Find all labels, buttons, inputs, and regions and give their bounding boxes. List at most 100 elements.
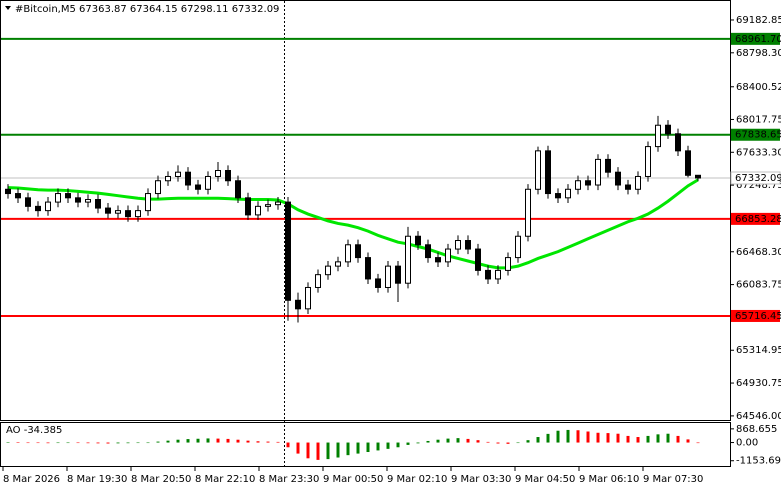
candle-body	[565, 188, 571, 199]
ao-bar	[506, 442, 510, 444]
ao-bar	[436, 439, 440, 443]
candle-body	[85, 199, 91, 203]
candle-body	[545, 150, 551, 195]
x-tick-label: 9 Mar 07:30	[643, 474, 703, 485]
x-tick-label: 8 Mar 20:50	[131, 474, 191, 485]
y-tick-label: 65314.95	[736, 345, 781, 356]
candle-body	[35, 205, 41, 212]
ao-bar	[486, 441, 490, 443]
candle-body	[325, 265, 331, 276]
candle-body	[595, 158, 601, 186]
candle-body	[5, 188, 11, 195]
candle-body	[465, 240, 471, 250]
candle-body	[485, 269, 491, 280]
candle-body	[345, 244, 351, 263]
ao-bar	[116, 442, 120, 444]
level-label: 68961.70	[735, 34, 781, 45]
candle-body	[575, 180, 581, 190]
level-box	[731, 212, 780, 225]
ao-bar	[496, 442, 500, 444]
candle-body	[235, 180, 241, 199]
y-tick-label: 64930.75	[736, 378, 781, 389]
candle-body	[305, 286, 311, 310]
candle-body	[335, 261, 341, 267]
ao-bar	[556, 430, 560, 443]
ao-bar	[406, 442, 410, 445]
x-tick-label: 8 Mar 19:30	[67, 474, 127, 485]
candle-body	[215, 169, 221, 177]
candle-body	[515, 235, 521, 259]
candle-body	[375, 278, 381, 288]
ao-bar	[426, 440, 430, 443]
x-tick-label: 9 Mar 04:50	[515, 474, 575, 485]
candle-body	[315, 274, 321, 288]
x-tick-label: 9 Mar 02:10	[387, 474, 447, 485]
main-pane	[0, 0, 731, 421]
ao-bar	[636, 437, 640, 443]
candle-body	[585, 180, 591, 186]
candle-body	[355, 244, 361, 259]
ao-bar	[516, 442, 520, 444]
ao-bar	[226, 438, 230, 443]
ao-bar	[666, 433, 670, 443]
ao-bar	[626, 435, 630, 443]
ao-bar	[696, 442, 700, 444]
ao-bar	[576, 430, 580, 443]
x-tick-label: 9 Mar 03:30	[451, 474, 511, 485]
candle-body	[195, 184, 201, 190]
ao-bar	[396, 442, 400, 448]
candle-body	[655, 124, 661, 148]
candle-body	[495, 269, 501, 280]
candle-body	[605, 158, 611, 173]
chart-title: #Bitcoin,M5 67363.87 67364.15 67298.11 6…	[15, 4, 279, 15]
y-tick-label: 0.00	[736, 438, 758, 449]
ao-bar	[536, 437, 540, 443]
ao-bar	[656, 434, 660, 443]
y-tick-label: 68017.75	[736, 114, 781, 125]
candle-body	[365, 257, 371, 280]
ao-bar	[206, 438, 210, 443]
ao-bar	[376, 442, 380, 451]
ao-bar	[106, 442, 110, 444]
candle-body	[385, 265, 391, 288]
y-tick-label: 66468.30	[736, 247, 781, 258]
menu-icon	[5, 6, 11, 10]
candle-body	[505, 257, 511, 271]
candle-body	[665, 124, 671, 135]
ao-bar	[176, 439, 180, 443]
ao-bar	[6, 442, 10, 443]
candle-body	[695, 174, 701, 179]
candle-body	[105, 207, 111, 214]
x-tick-label: 9 Mar 00:50	[323, 474, 383, 485]
ao-bar	[456, 438, 460, 443]
candle-body	[635, 175, 641, 190]
ao-bar	[356, 442, 360, 454]
candle-body	[65, 193, 71, 199]
last-price-box	[730, 171, 781, 185]
ao-bar	[596, 432, 600, 443]
candle-body	[45, 201, 51, 212]
candle-body	[15, 193, 21, 199]
ao-bar	[586, 431, 590, 443]
candle-body	[625, 184, 631, 190]
ao-bar	[166, 440, 170, 443]
candle-body	[245, 197, 251, 216]
candle-body	[225, 169, 231, 182]
ao-bar	[296, 442, 300, 454]
candle-body	[395, 265, 401, 284]
ao-bar	[96, 442, 100, 444]
y-tick-label: 868.655	[736, 424, 777, 435]
candle-body	[675, 133, 681, 152]
ao-bar	[446, 438, 450, 443]
ao-bar	[156, 441, 160, 443]
candle-body	[425, 244, 431, 259]
ao-bar	[476, 440, 480, 443]
x-tick-label: 9 Mar 06:10	[579, 474, 639, 485]
ao-bar	[466, 438, 470, 443]
level-label: 67838.65	[735, 130, 781, 141]
candle-body	[445, 248, 451, 263]
y-tick-label: 69182.85	[736, 15, 781, 26]
x-tick-label: 8 Mar 2026	[3, 474, 60, 485]
